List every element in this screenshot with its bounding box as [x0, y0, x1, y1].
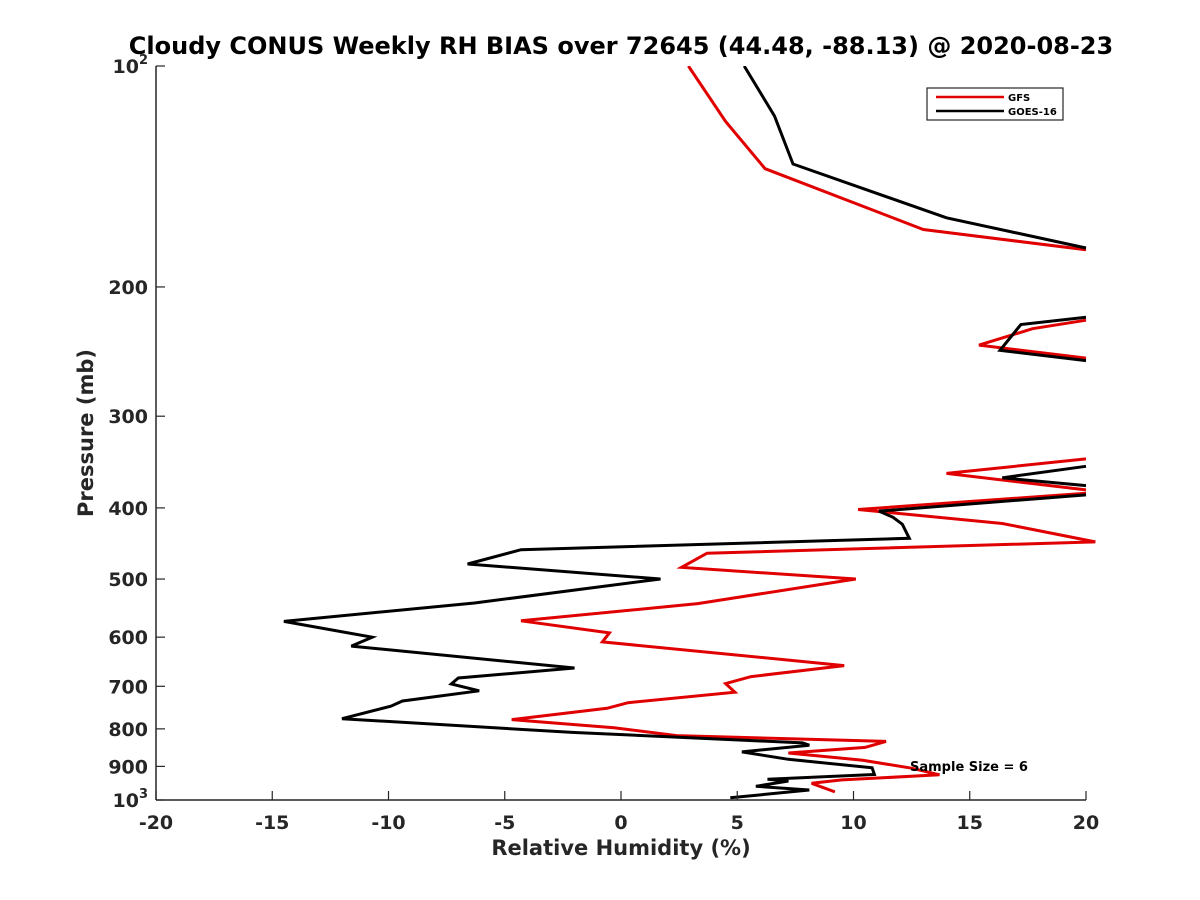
y-tick-label: 700 — [108, 676, 148, 698]
x-tick-label: -15 — [255, 812, 289, 834]
x-tick-label: 20 — [1073, 812, 1099, 834]
series-line-goes16-segment-4 — [283, 493, 1087, 800]
x-tick-label: -20 — [139, 812, 173, 834]
y-tick-label: 102 — [113, 53, 149, 78]
x-tick-label: 10 — [840, 812, 866, 834]
series-line-goes16-segment-1 — [742, 66, 1087, 250]
chart-title: Cloudy CONUS Weekly RH BIAS over 72645 (… — [129, 32, 1113, 60]
legend-label-goes16: GOES-16 — [1008, 107, 1057, 118]
y-tick-label: 200 — [108, 277, 148, 299]
plot-background — [156, 66, 1086, 800]
y-axis-label: Pressure (mb) — [74, 349, 98, 517]
y-tick-label: 300 — [108, 406, 148, 428]
y-tick-label: 103 — [113, 787, 149, 812]
x-tick-label: 15 — [957, 812, 983, 834]
series-line-gfs-segment-2 — [978, 318, 1087, 360]
series-line-goes16-segment-2 — [997, 315, 1087, 363]
legend-label-gfs: GFS — [1008, 93, 1030, 104]
series-line-goes16-segment-3 — [1002, 464, 1087, 488]
series-line-gfs-segment-4 — [511, 491, 1096, 794]
y-ticks: 102 200 300 400 500 600 700 800 900 103 — [108, 53, 165, 812]
x-ticks: -20 -15 -10 -5 0 5 10 15 20 — [139, 791, 1099, 834]
x-tick-label: 5 — [731, 812, 744, 834]
sample-size-annotation: Sample Size = 6 — [910, 760, 1028, 775]
series-layer — [283, 66, 1096, 800]
x-tick-label: 0 — [614, 812, 627, 834]
legend-box — [926, 87, 1064, 121]
y-tick-label: 400 — [108, 498, 148, 520]
y-tick-label: 500 — [108, 569, 148, 591]
x-axis-label: Relative Humidity (%) — [491, 836, 750, 860]
x-tick-label: -5 — [494, 812, 515, 834]
series-line-gfs-segment-3 — [946, 457, 1087, 492]
y-tick-label: 800 — [108, 719, 148, 741]
plot-area: -20 -15 -10 -5 0 5 10 15 20 102 200 300 400 500 600 70… — [108, 53, 1099, 834]
x-tick-label: -10 — [371, 812, 405, 834]
series-line-gfs-segment-1 — [687, 66, 1087, 252]
y-tick-label: 600 — [108, 627, 148, 649]
legend: GFS GOES-16 — [926, 87, 1064, 121]
y-tick-label: 900 — [108, 756, 148, 778]
